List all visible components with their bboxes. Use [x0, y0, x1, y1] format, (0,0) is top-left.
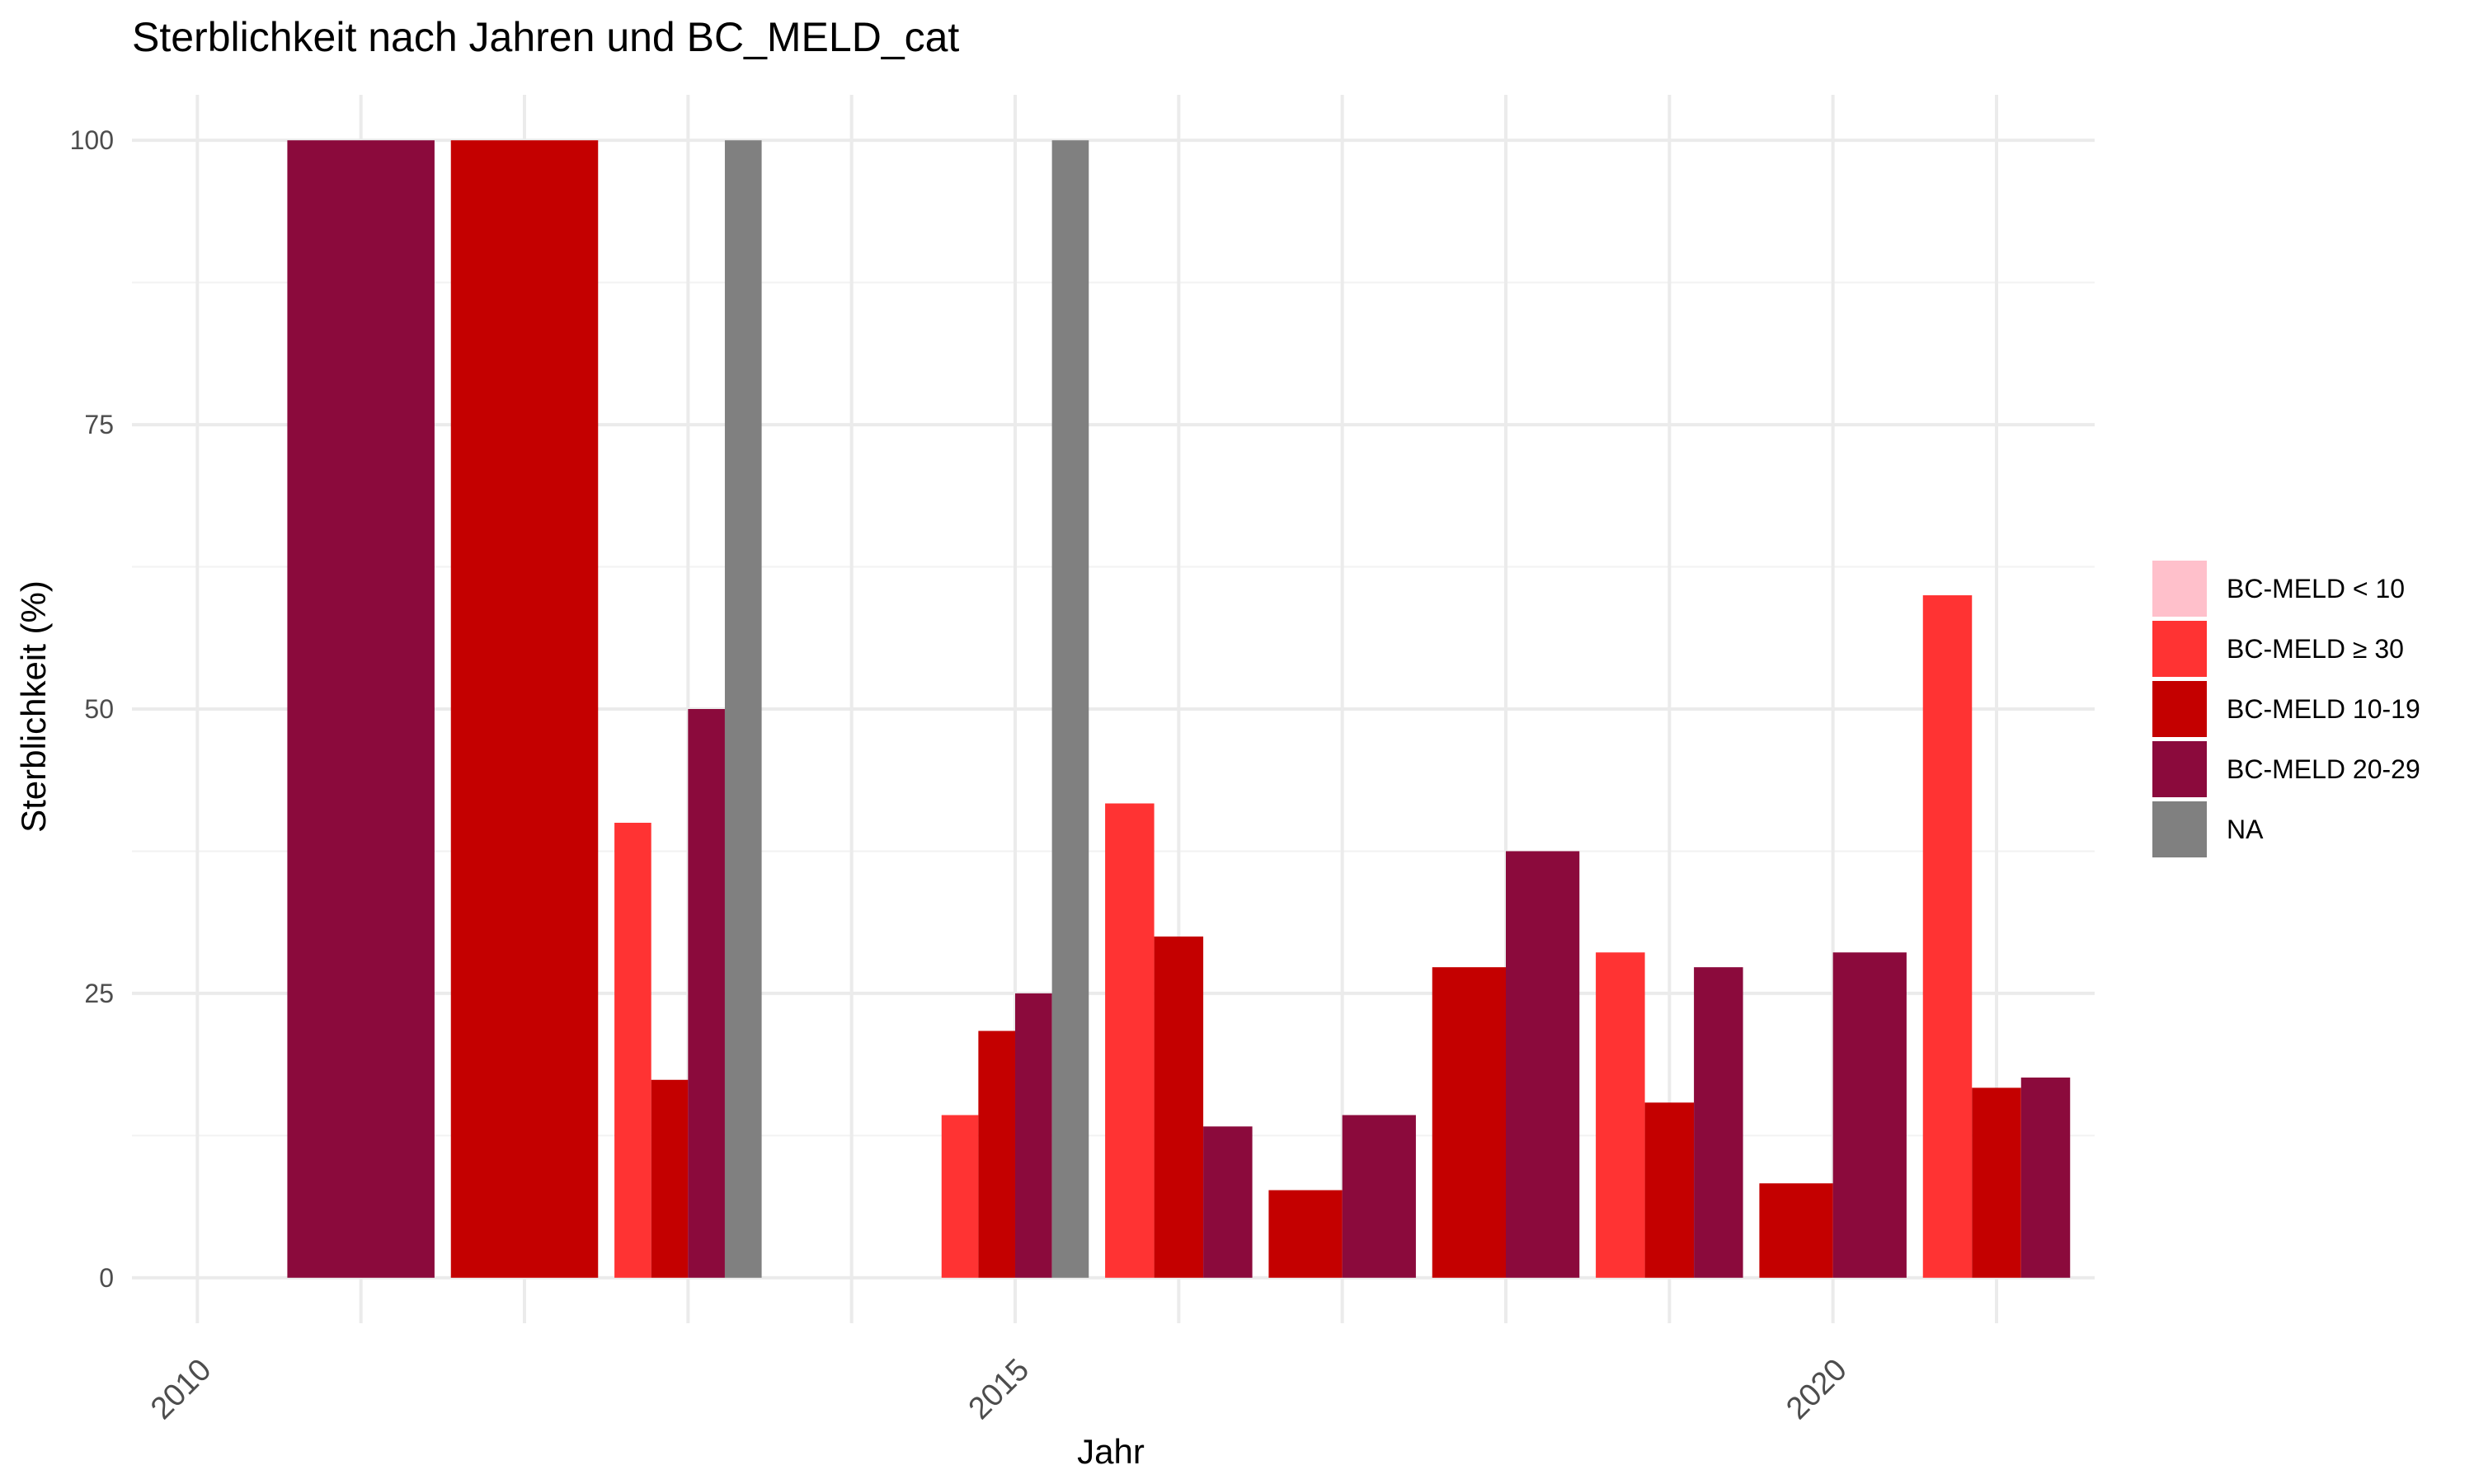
bar [1694, 967, 1743, 1278]
legend-key [2152, 561, 2207, 617]
legend-key [2152, 621, 2207, 677]
x-axis-ticks: 2010 2015 2020 [144, 1352, 1854, 1425]
bar [688, 709, 725, 1278]
y-tick-label: 50 [84, 694, 114, 724]
bar [287, 140, 435, 1278]
bar [978, 1031, 1015, 1278]
y-tick-label: 25 [84, 979, 114, 1008]
y-tick-label: 0 [99, 1263, 114, 1293]
bar [1432, 967, 1506, 1278]
bar [1832, 952, 1907, 1278]
chart-title: Sterblichkeit nach Jahren und BC_MELD_ca… [132, 14, 959, 60]
legend-label: BC-MELD 10-19 [2227, 694, 2420, 724]
bar [1051, 140, 1089, 1278]
bar [2020, 1078, 2071, 1278]
x-tick-label: 2020 [1780, 1352, 1853, 1425]
bar [1922, 595, 1973, 1278]
legend: BC-MELD < 10 BC-MELD ≥ 30 BC-MELD 10-19 BC-… [2152, 561, 2420, 857]
bar [1268, 1190, 1343, 1278]
bars [287, 140, 2071, 1278]
legend-key [2152, 741, 2207, 797]
bar [1203, 1126, 1253, 1278]
bar [941, 1115, 979, 1278]
y-axis-ticks: 0 25 50 75 100 [70, 125, 114, 1293]
bar [1596, 952, 1645, 1278]
y-tick-label: 100 [70, 125, 114, 155]
y-axis-title: Sterblichkeit (%) [14, 580, 53, 833]
x-axis-title: Jahr [1077, 1432, 1145, 1471]
legend-label: BC-MELD ≥ 30 [2227, 634, 2404, 664]
bar [1342, 1115, 1416, 1278]
legend-label: BC-MELD 20-29 [2227, 754, 2420, 784]
bar [1759, 1183, 1833, 1278]
bar [614, 822, 651, 1278]
y-tick-label: 75 [84, 410, 114, 439]
x-tick-label: 2015 [962, 1352, 1036, 1425]
bar [1506, 851, 1580, 1278]
bar [724, 140, 762, 1278]
bar [1105, 803, 1155, 1278]
legend-key [2152, 801, 2207, 857]
bar [1015, 993, 1052, 1278]
bar [1154, 936, 1204, 1278]
bar [450, 140, 599, 1278]
legend-key [2152, 681, 2207, 737]
legend-label: NA [2227, 815, 2264, 844]
legend-label: BC-MELD < 10 [2227, 574, 2405, 603]
bar [651, 1079, 689, 1278]
x-tick-label: 2010 [144, 1352, 218, 1425]
bar [1972, 1087, 2021, 1278]
bar [1644, 1102, 1695, 1278]
